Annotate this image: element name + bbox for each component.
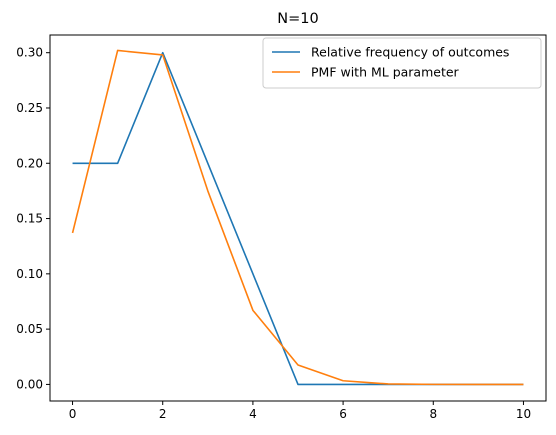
chart-title: N=10	[277, 11, 318, 27]
y-tick-label: 0.20	[16, 156, 43, 170]
series-line-1	[71, 49, 524, 386]
series-layer	[71, 49, 524, 386]
x-tick-label: 8	[429, 407, 437, 421]
plot-frame	[49, 34, 547, 402]
legend-box	[262, 37, 542, 89]
x-tick-label: 6	[339, 407, 347, 421]
x-tick-label: 10	[516, 407, 531, 421]
y-tick-label: 0.05	[16, 322, 43, 336]
y-tick-label: 0.30	[16, 46, 43, 60]
y-tick-label: 0.00	[16, 377, 43, 391]
y-tick-label: 0.15	[16, 212, 43, 226]
legend: Relative frequency of outcomes PMF with …	[262, 37, 542, 89]
y-tick-label: 0.25	[16, 101, 43, 115]
x-tick-label: 0	[69, 407, 77, 421]
legend-label-pmf: PMF with ML parameter	[311, 65, 460, 80]
x-tick-label: 2	[159, 407, 167, 421]
x-tick-label: 4	[249, 407, 257, 421]
legend-label-relative-frequency: Relative frequency of outcomes	[311, 45, 509, 60]
y-tick-label: 0.10	[16, 267, 43, 281]
ticks-layer: 0 2 4 6 8 10 0.00 0.05 0.10 0.15 0.20 0.25 0.30	[16, 46, 531, 421]
